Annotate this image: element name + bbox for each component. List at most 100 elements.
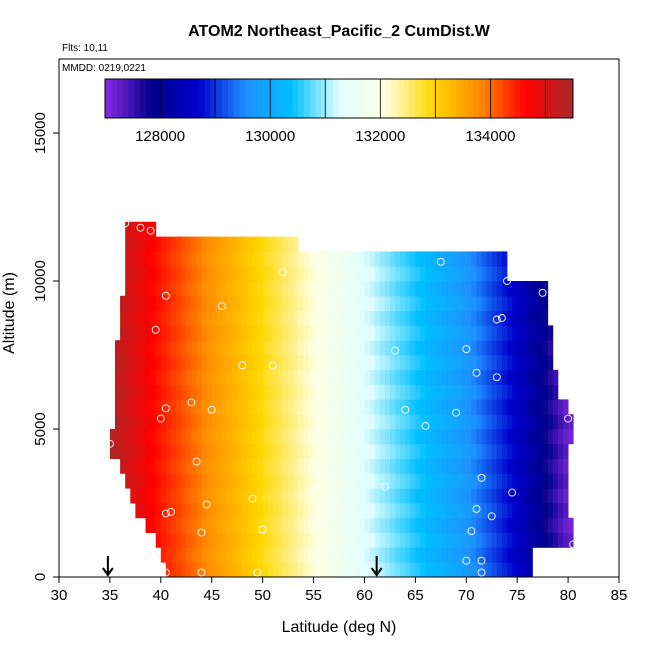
heatmap-cell [395,562,401,578]
heatmap-cell [227,355,233,371]
heatmap-cell [512,281,518,297]
heatmap-cell [130,488,136,504]
heatmap-cell [201,473,208,489]
heatmap-cell [216,458,223,474]
heatmap-cell [308,547,314,563]
heatmap-cell [252,547,258,563]
heatmap-cell [130,281,136,297]
heatmap-cell [456,325,462,341]
heatmap-cell [160,532,167,548]
heatmap-cell [247,547,253,563]
heatmap-cell [547,429,554,445]
heatmap-cell [272,310,279,326]
heatmap-cell [415,443,421,459]
heatmap-cell [150,503,157,519]
heatmap-cell [196,236,202,252]
heatmap-cell [496,355,503,371]
heatmap-cell [369,532,376,548]
heatmap-cell [171,295,177,311]
sample-point [477,568,486,577]
heatmap-cell [354,355,360,371]
heatmap-cell [364,562,370,578]
heatmap-cell [395,429,401,445]
heatmap-cell [384,429,391,445]
heatmap-cell [359,473,365,489]
sample-point [156,414,165,423]
heatmap-cell [507,562,513,578]
heatmap-cell [247,325,253,341]
colorbar-segment [403,79,410,118]
heatmap-cell [471,295,477,311]
heatmap-cell [430,473,437,489]
heatmap-cell [451,443,457,459]
heatmap-cell [461,414,467,430]
heatmap-cell [176,473,182,489]
colorbar-segment [333,79,340,118]
heatmap-cell [425,310,432,326]
heatmap-cell [476,325,482,341]
heatmap-cell [374,251,381,267]
heatmap-cell [196,458,202,474]
heatmap-cell [344,547,350,563]
heatmap-cell [288,251,294,267]
heatmap-cell [517,429,523,445]
heatmap-cell [308,503,314,519]
heatmap-cell [237,517,243,533]
heatmap-cell [354,517,360,533]
heatmap-cell [160,281,167,297]
heatmap-cell [501,443,508,459]
heatmap-cell [476,443,482,459]
heatmap-cell [517,310,523,326]
heatmap-cell [522,443,528,459]
heatmap-cell [155,458,162,474]
heatmap-cell [237,281,243,297]
heatmap-cell [369,384,376,400]
heatmap-cell [522,547,528,563]
heatmap-cell [344,295,350,311]
heatmap-cell [501,429,508,445]
heatmap-cell [293,236,299,252]
heatmap-cell [227,281,233,297]
colorbar-segment [356,79,363,118]
heatmap-cell [456,503,462,519]
heatmap-cell [313,532,320,548]
colorbar-segment [204,79,211,118]
heatmap-cell [130,414,136,430]
heatmap-cell [165,369,172,385]
heatmap-cell [491,340,498,356]
heatmap-cell [481,295,488,311]
colorbar-segment [502,79,510,118]
heatmap-cell [237,236,243,252]
heatmap-cell [181,547,187,563]
heatmap-cell [216,473,223,489]
heatmap-cell [140,458,146,474]
heatmap-cell [298,281,304,297]
heatmap-cell [507,355,513,371]
heatmap-cell [547,503,554,519]
heatmap-cell [277,488,284,504]
heatmap-cell [339,503,345,519]
colorbar: 128000 130000 132000 134000 [104,78,574,145]
heatmap-cell [303,266,309,282]
heatmap-cell [328,340,335,356]
heatmap-cell [252,532,258,548]
heatmap-cell [349,429,355,445]
heatmap-cell [568,532,574,548]
heatmap-cell [262,488,269,504]
heatmap-cell [308,340,314,356]
heatmap-cell [115,355,121,371]
heatmap-cell [359,458,365,474]
heatmap-cell [227,369,233,385]
sample-point [187,398,196,407]
colorbar-segment [467,79,474,118]
heatmap-cell [486,488,493,504]
heatmap-cell [491,429,498,445]
colorbar-segment [239,79,246,118]
heatmap-cell [507,473,513,489]
heatmap-cell [201,295,208,311]
heatmap-cell [181,325,187,341]
heatmap-cell [507,429,513,445]
heatmap-cell [247,251,253,267]
heatmap-cell [481,473,488,489]
heatmap-cell [247,355,253,371]
